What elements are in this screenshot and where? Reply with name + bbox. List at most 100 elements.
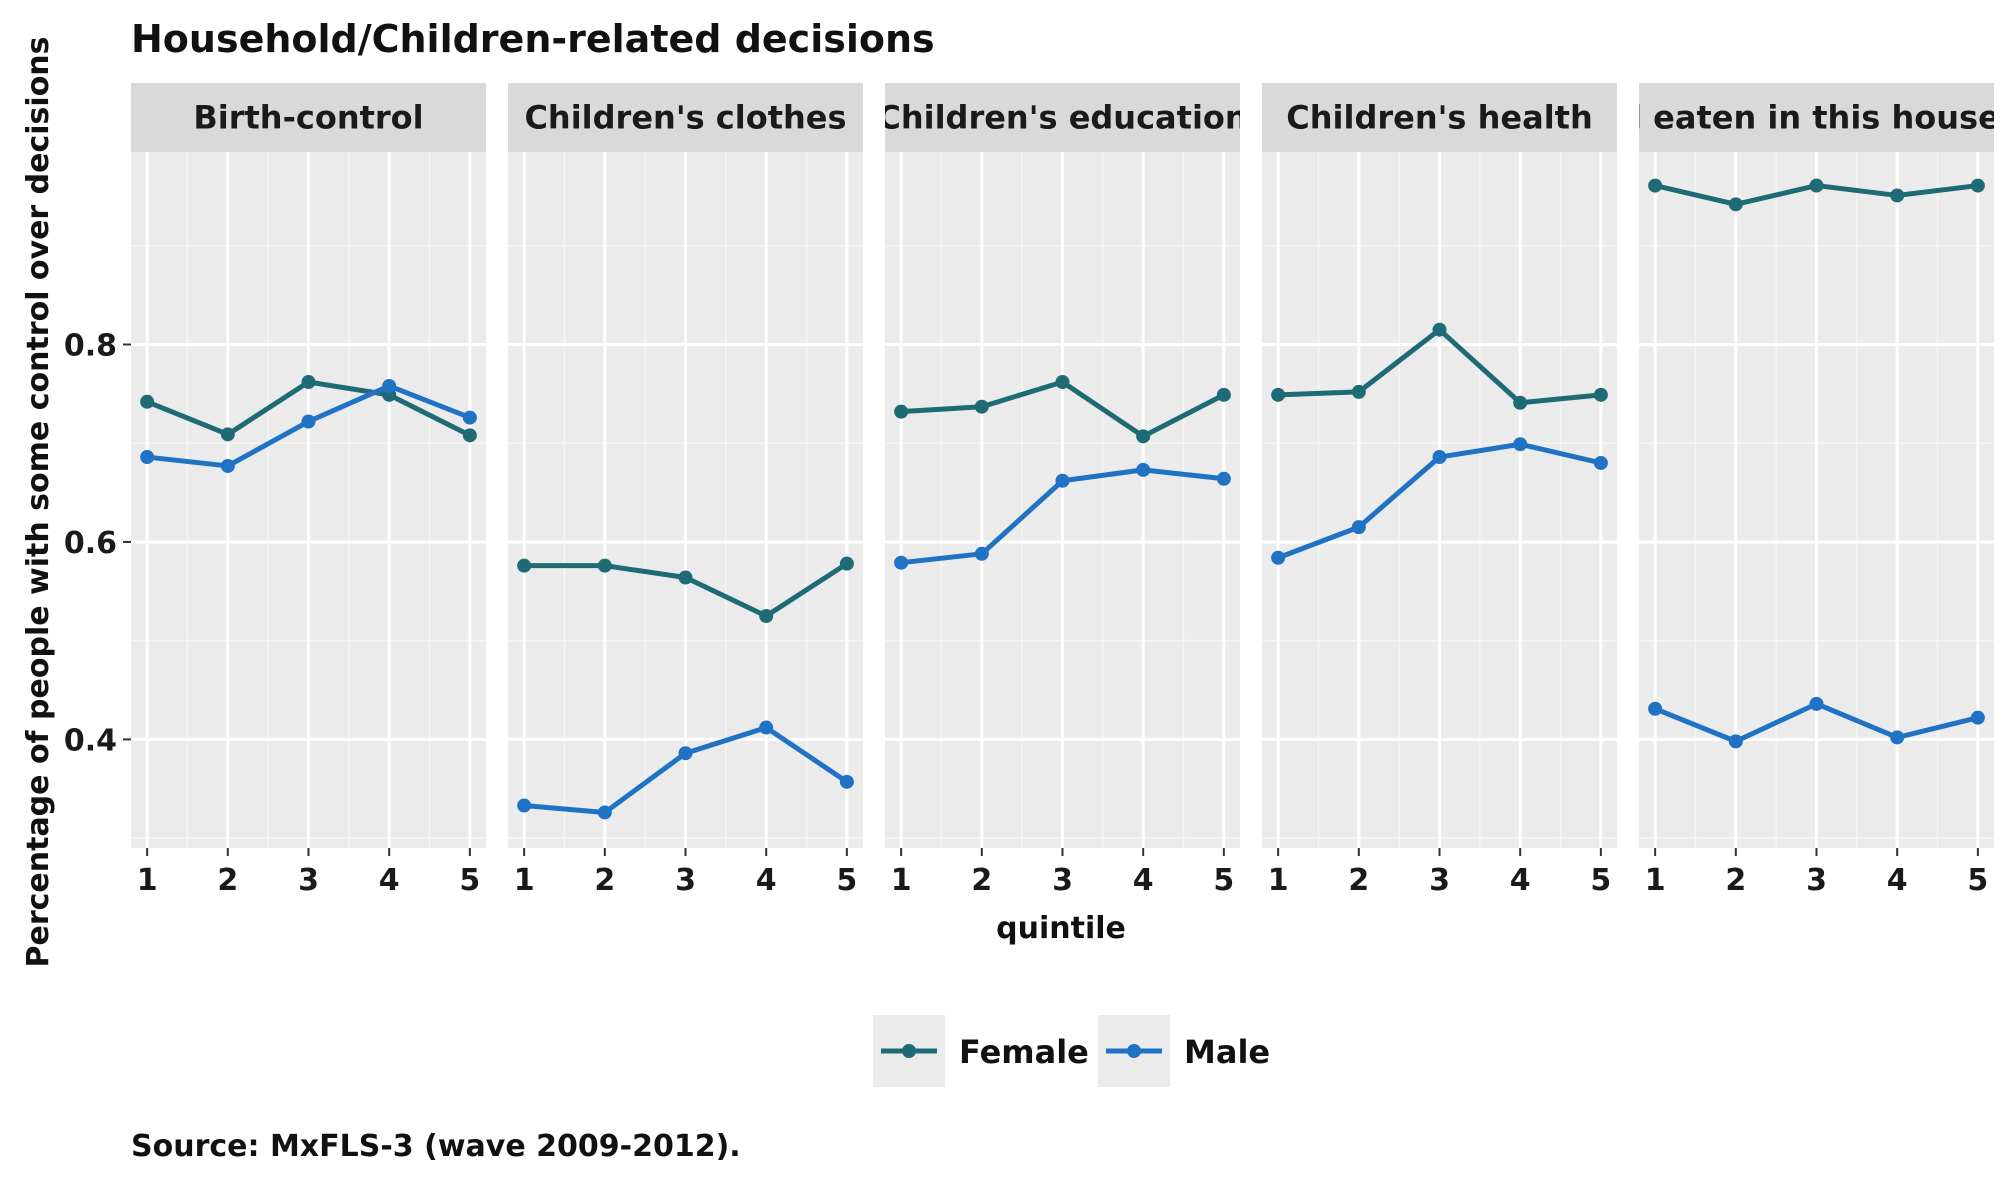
series-male bbox=[1271, 437, 1608, 565]
y-tick-label: 0.8 bbox=[64, 329, 117, 364]
strip-label: Food eaten in this household bbox=[1555, 99, 2007, 137]
data-point bbox=[1513, 437, 1528, 452]
strip-background bbox=[1262, 83, 1617, 152]
data-point bbox=[1432, 322, 1447, 337]
strip-background bbox=[508, 83, 863, 152]
data-point bbox=[759, 609, 774, 623]
data-point bbox=[1136, 429, 1151, 444]
x-tick-label: 4 bbox=[1887, 863, 1908, 898]
data-point bbox=[1593, 387, 1608, 402]
panel-children-s-health: Children's health 1 2 3 4 5 bbox=[1262, 83, 1617, 898]
data-point bbox=[1809, 696, 1824, 711]
x-tick-label: 4 bbox=[1510, 863, 1531, 898]
x-tick-label: 1 bbox=[891, 863, 912, 898]
panel-children-s-clothes: Children's clothes 1 2 3 4 5 bbox=[508, 83, 863, 898]
x-tick-label: 2 bbox=[1725, 863, 1746, 898]
data-point bbox=[1055, 375, 1070, 390]
data-point bbox=[1351, 520, 1366, 535]
legend-label: Male bbox=[1184, 1033, 1270, 1071]
data-point bbox=[974, 546, 989, 561]
data-point bbox=[1432, 450, 1447, 465]
x-tick-label: 5 bbox=[836, 863, 857, 898]
data-point bbox=[1055, 473, 1070, 488]
y-axis: 0.4 0.6 0.8 bbox=[64, 329, 131, 758]
data-point bbox=[678, 746, 693, 761]
data-point bbox=[1593, 455, 1608, 470]
caption: Source: MxFLS-3 (wave 2009-2012). bbox=[131, 1129, 741, 1164]
panel-food-eaten-in-this-household: Food eaten in this household 1 2 3 4 5 bbox=[1555, 83, 2007, 898]
data-point bbox=[894, 555, 909, 570]
data-point bbox=[1970, 710, 1985, 725]
y-tick-label: 0.6 bbox=[64, 526, 117, 561]
x-tick-label: 2 bbox=[217, 863, 238, 898]
legend-label: Female bbox=[959, 1033, 1089, 1071]
data-point bbox=[1513, 395, 1528, 410]
data-point bbox=[462, 428, 477, 443]
series-female bbox=[894, 375, 1231, 444]
legend-marker bbox=[1127, 1044, 1141, 1058]
data-point bbox=[759, 720, 774, 735]
x-tick-label: 2 bbox=[594, 863, 615, 898]
x-tick-label: 1 bbox=[1645, 863, 1666, 898]
x-tick-label: 5 bbox=[1590, 863, 1611, 898]
x-tick-label: 3 bbox=[1806, 863, 1827, 898]
x-tick-label: 4 bbox=[379, 863, 400, 898]
data-point bbox=[301, 375, 316, 390]
series-male bbox=[1648, 696, 1985, 749]
y-axis-title: Percentage of people with some control o… bbox=[21, 36, 56, 967]
data-point bbox=[678, 570, 693, 585]
x-tick-label: 1 bbox=[514, 863, 535, 898]
data-point bbox=[1136, 462, 1151, 477]
data-point bbox=[1648, 178, 1663, 193]
x-tick-label: 3 bbox=[298, 863, 319, 898]
series-female bbox=[1271, 322, 1608, 410]
data-point bbox=[1728, 197, 1743, 212]
series-male bbox=[517, 720, 854, 820]
data-point bbox=[597, 805, 612, 820]
panel-birth-control: Birth-control 1 2 3 4 5 bbox=[131, 83, 486, 898]
data-point bbox=[220, 427, 235, 442]
legend-item-male: Male bbox=[1098, 1015, 1270, 1087]
x-tick-label: 4 bbox=[1133, 863, 1154, 898]
x-tick-label: 1 bbox=[1268, 863, 1289, 898]
legend: Female Male bbox=[873, 1015, 1270, 1087]
data-point bbox=[140, 394, 155, 409]
data-point bbox=[974, 399, 989, 414]
series-female bbox=[1648, 178, 1985, 212]
data-point bbox=[301, 414, 316, 429]
strip-background bbox=[131, 83, 486, 152]
strip-background bbox=[885, 83, 1240, 152]
data-point bbox=[382, 378, 397, 393]
x-tick-label: 5 bbox=[1213, 863, 1234, 898]
x-tick-label: 1 bbox=[137, 863, 158, 898]
data-point bbox=[140, 450, 155, 465]
strip-label: Birth-control bbox=[193, 99, 423, 137]
panel-children-s-education: Children's education 1 2 3 4 5 bbox=[885, 83, 1240, 898]
x-tick-label: 3 bbox=[675, 863, 696, 898]
x-tick-label: 5 bbox=[1967, 863, 1988, 898]
chart-title: Household/Children-related decisions bbox=[131, 17, 935, 61]
data-point bbox=[1809, 178, 1824, 193]
x-tick-label: 4 bbox=[756, 863, 777, 898]
x-tick-label: 2 bbox=[1348, 863, 1369, 898]
data-point bbox=[1216, 387, 1231, 402]
x-tick-label: 2 bbox=[971, 863, 992, 898]
data-point bbox=[1271, 387, 1286, 402]
series-female bbox=[517, 556, 854, 623]
data-point bbox=[1970, 178, 1985, 193]
data-point bbox=[839, 556, 854, 571]
x-tick-label: 5 bbox=[459, 863, 480, 898]
data-point bbox=[1890, 730, 1905, 745]
series-male bbox=[140, 378, 477, 473]
data-point bbox=[1648, 701, 1663, 716]
data-point bbox=[462, 410, 477, 425]
data-point bbox=[1271, 550, 1286, 565]
data-point bbox=[1216, 471, 1231, 486]
strip-label: Children's clothes bbox=[524, 99, 846, 137]
data-point bbox=[1351, 384, 1366, 399]
y-tick-label: 0.4 bbox=[64, 723, 117, 758]
x-tick-label: 3 bbox=[1052, 863, 1073, 898]
data-point bbox=[517, 798, 532, 813]
data-point bbox=[894, 404, 909, 419]
